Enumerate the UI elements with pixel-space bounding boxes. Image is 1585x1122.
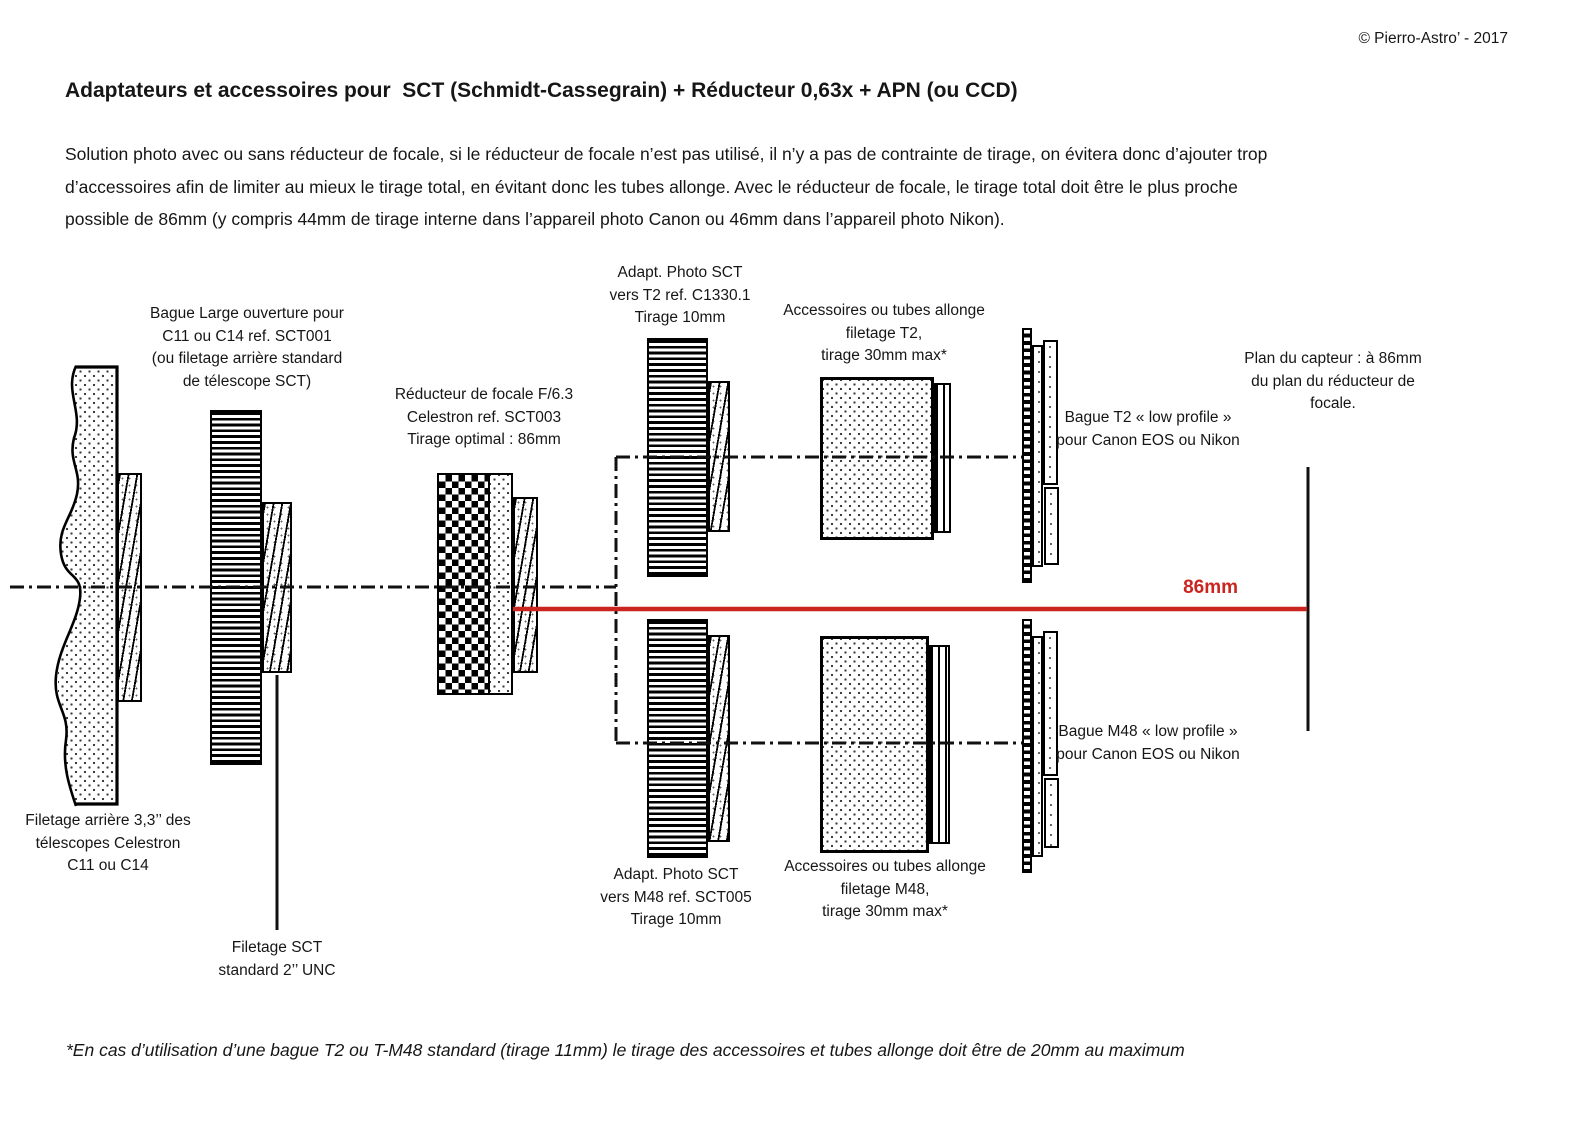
bague-t2-flange-shape (1022, 328, 1032, 583)
page-title: Adaptateurs et accessoires pour SCT (Sch… (65, 79, 1018, 102)
filetage-sct-label: Filetage SCT standard 2’’ UNC (218, 939, 336, 979)
telescope-rear-shape (58, 367, 117, 805)
reducteur-thread-shape (513, 497, 538, 673)
intro-paragraph: Solution photo avec ou sans réducteur de… (65, 144, 1268, 229)
reducteur-cell-shape (488, 473, 513, 695)
adapt-t2-thread-shape (708, 381, 730, 532)
bague-m48-label: Bague M48 « low profile » pour Canon EOS… (1056, 723, 1240, 763)
reducteur-label: Réducteur de focale F/6.3 Celestron ref.… (394, 386, 574, 448)
bague-t2-body-shape (1032, 345, 1043, 567)
bague-t2-ring-bottom-shape (1044, 487, 1059, 565)
bague-m48-ring-top-shape (1043, 631, 1058, 776)
tube-allonge-t2-shape (820, 377, 934, 540)
bague-m48-body-shape (1032, 636, 1043, 857)
adapt-m48-shape (647, 619, 708, 858)
adapt-t2-shape (647, 338, 708, 577)
tube-allonge-m48-shape (820, 636, 929, 853)
footnote-text: *En cas d’utilisation d’une bague T2 ou … (66, 1040, 1185, 1060)
adapt-t2-label: Adapt. Photo SCT vers T2 ref. C1330.1 Ti… (609, 264, 751, 326)
tube-allonge-m48-label: Accessoires ou tubes allonge filetage M4… (784, 858, 986, 920)
telescope-rear-thread-shape (117, 473, 142, 702)
bague-t2-label: Bague T2 « low profile » pour Canon EOS … (1056, 409, 1240, 449)
adapt-m48-label: Adapt. Photo SCT vers M48 ref. SCT005 Ti… (600, 866, 752, 928)
tube-allonge-t2-label: Accessoires ou tubes allonge filetage T2… (783, 302, 985, 364)
bague-large-thread-shape (262, 502, 292, 673)
bague-large-shape (210, 410, 262, 765)
tube-allonge-t2-thread-shape (934, 383, 951, 533)
measure-86mm-label: 86mm (1183, 577, 1238, 598)
bague-t2-ring-top-shape (1043, 340, 1058, 485)
reducteur-body-shape (437, 473, 490, 695)
bague-large-label: Bague Large ouverture pour C11 ou C14 re… (150, 305, 344, 390)
sensor-plane-label: Plan du capteur : à 86mm du plan du rédu… (1244, 350, 1422, 412)
adapt-m48-thread-shape (708, 635, 730, 842)
bague-m48-ring-bottom-shape (1044, 778, 1059, 848)
filetage-arriere-label: Filetage arrière 3,3’’ des télescopes Ce… (25, 812, 191, 874)
copyright-text: © Pierro-Astro’ - 2017 (1358, 30, 1508, 47)
tube-allonge-m48-thread-shape (929, 645, 950, 844)
bague-m48-flange-shape (1022, 619, 1032, 873)
